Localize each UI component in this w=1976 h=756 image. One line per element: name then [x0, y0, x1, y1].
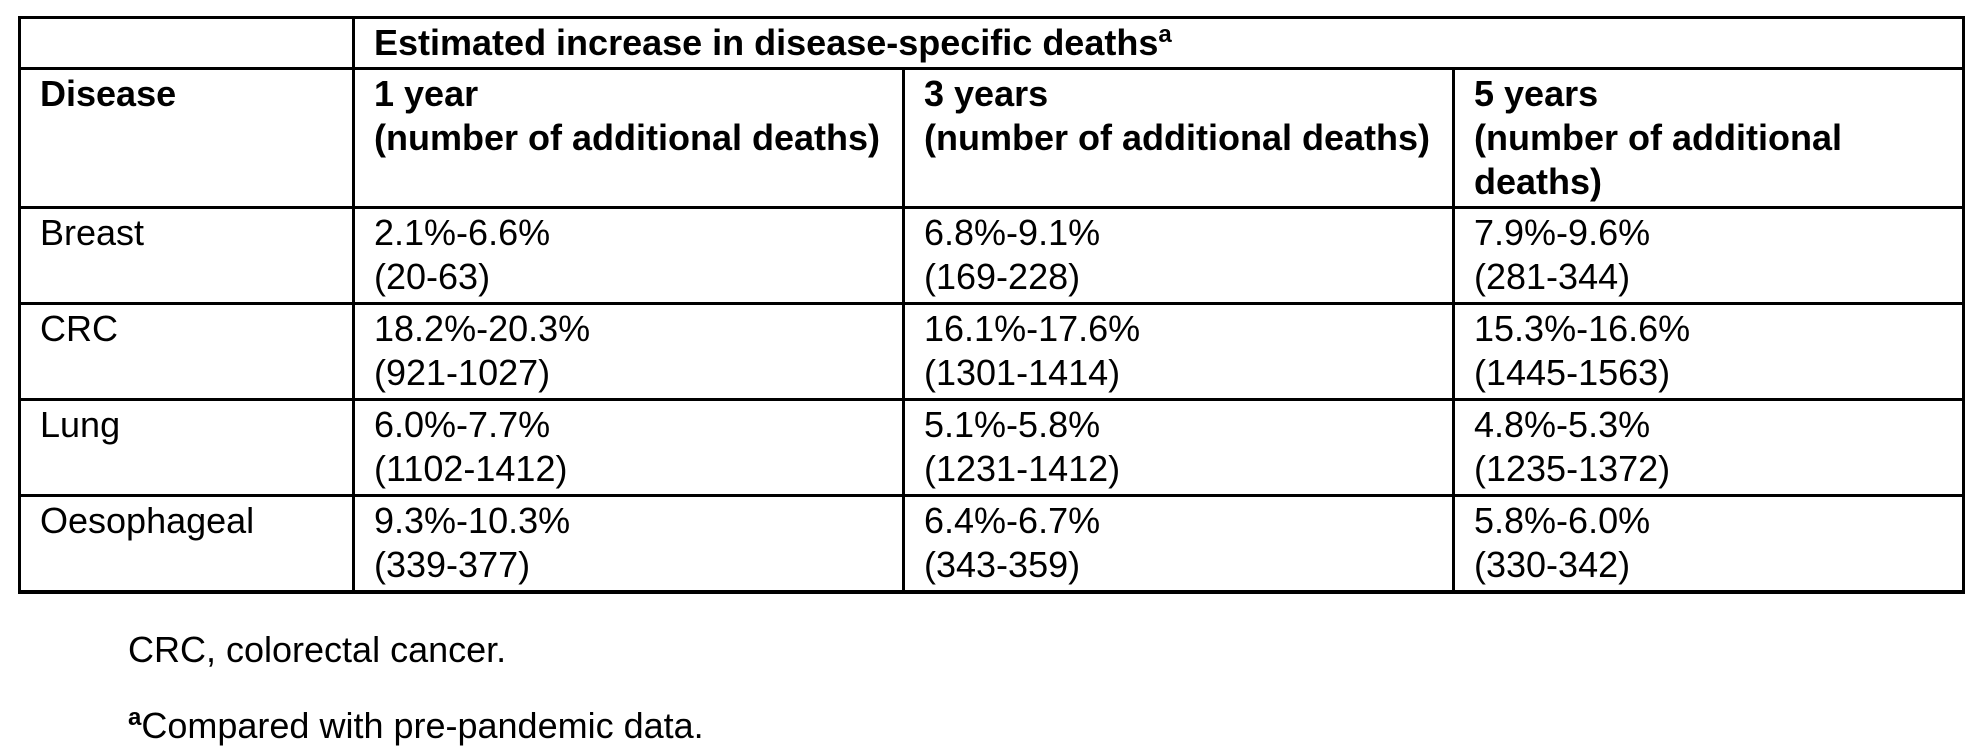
column-header-row: Disease 1 year (number of additional dea…: [18, 67, 1966, 209]
cell-percent-range: 7.9%-9.6%: [1474, 212, 1651, 253]
cell-percent-range: 16.1%-17.6%: [924, 308, 1141, 349]
cell-1-year: 18.2%-20.3% (921-1027): [352, 302, 905, 401]
col-header-disease: Disease: [18, 67, 355, 209]
cell-5-years: 4.8%-5.3% (1235-1372): [1451, 398, 1966, 497]
cell-percent-range: 15.3%-16.6%: [1474, 308, 1691, 349]
cell-death-count: (1235-1372): [1474, 448, 1671, 489]
col-header-5-years: 5 years (number of additional deaths): [1451, 67, 1966, 209]
cell-death-count: (20-63): [374, 256, 491, 297]
cell-5-years: 5.8%-6.0% (330-342): [1451, 494, 1966, 593]
cell-disease: Oesophageal: [18, 494, 355, 593]
cell-3-years: 5.1%-5.8% (1231-1412): [902, 398, 1455, 497]
cell-disease: CRC: [18, 302, 355, 401]
footnote-text: Compared with pre-pandemic data.: [141, 705, 704, 746]
cell-disease: Lung: [18, 398, 355, 497]
spanning-header-text: Estimated increase in disease-specific d…: [374, 22, 1159, 63]
spanning-header-row: Estimated increase in disease-specific d…: [18, 16, 1966, 70]
period-label-5-years: 5 years: [1474, 73, 1599, 114]
cell-percent-range: 5.1%-5.8%: [924, 404, 1101, 445]
period-sub-5-years: (number of additional deaths): [1474, 117, 1842, 202]
cell-percent-range: 4.8%-5.3%: [1474, 404, 1651, 445]
cell-3-years: 6.8%-9.1% (169-228): [902, 206, 1455, 305]
cell-percent-range: 6.0%-7.7%: [374, 404, 551, 445]
cell-death-count: (343-359): [924, 544, 1081, 585]
table-row-lung: Lung 6.0%-7.7% (1102-1412) 5.1%-5.8% (12…: [18, 398, 1966, 497]
spanning-header-cell: Estimated increase in disease-specific d…: [351, 16, 1966, 70]
cell-5-years: 7.9%-9.6% (281-344): [1451, 206, 1966, 305]
cell-death-count: (1231-1412): [924, 448, 1121, 489]
cell-percent-range: 6.8%-9.1%: [924, 212, 1101, 253]
col-header-3-years: 3 years (number of additional deaths): [902, 67, 1455, 209]
spanning-header-superscript: a: [1158, 21, 1172, 48]
period-sub-1-year: (number of additional deaths): [374, 117, 881, 158]
cell-1-year: 2.1%-6.6% (20-63): [352, 206, 905, 305]
cell-death-count: (281-344): [1474, 256, 1631, 297]
cell-1-year: 6.0%-7.7% (1102-1412): [352, 398, 905, 497]
footnote-compared: aCompared with pre-pandemic data.: [128, 704, 704, 748]
table-row-breast: Breast 2.1%-6.6% (20-63) 6.8%-9.1% (169-…: [18, 206, 1966, 305]
footnote-superscript: a: [128, 704, 142, 731]
period-label-1-year: 1 year: [374, 73, 479, 114]
table-row-crc: CRC 18.2%-20.3% (921-1027) 16.1%-17.6% (…: [18, 302, 1966, 401]
cell-3-years: 16.1%-17.6% (1301-1414): [902, 302, 1455, 401]
period-label-3-years: 3 years: [924, 73, 1049, 114]
period-sub-3-years: (number of additional deaths): [924, 117, 1431, 158]
cell-disease: Breast: [18, 206, 355, 305]
cell-death-count: (330-342): [1474, 544, 1631, 585]
table-row-oesophageal: Oesophageal 9.3%-10.3% (339-377) 6.4%-6.…: [18, 494, 1966, 593]
footnote-abbreviation: CRC, colorectal cancer.: [128, 629, 507, 670]
cell-percent-range: 5.8%-6.0%: [1474, 500, 1651, 541]
cell-death-count: (1102-1412): [374, 448, 568, 489]
cell-3-years: 6.4%-6.7% (343-359): [902, 494, 1455, 593]
cell-death-count: (1445-1563): [1474, 352, 1671, 393]
cell-death-count: (1301-1414): [924, 352, 1121, 393]
disease-deaths-table: Estimated increase in disease-specific d…: [18, 16, 1966, 594]
cell-5-years: 15.3%-16.6% (1445-1563): [1451, 302, 1966, 401]
cell-death-count: (339-377): [374, 544, 531, 585]
cell-percent-range: 2.1%-6.6%: [374, 212, 551, 253]
col-header-1-year: 1 year (number of additional deaths): [352, 67, 905, 209]
cell-death-count: (921-1027): [374, 352, 551, 393]
cell-1-year: 9.3%-10.3% (339-377): [352, 494, 905, 593]
cell-percent-range: 6.4%-6.7%: [924, 500, 1101, 541]
cell-percent-range: 18.2%-20.3%: [374, 308, 591, 349]
cell-percent-range: 9.3%-10.3%: [374, 500, 571, 541]
empty-corner-cell: [18, 16, 355, 70]
cell-death-count: (169-228): [924, 256, 1081, 297]
